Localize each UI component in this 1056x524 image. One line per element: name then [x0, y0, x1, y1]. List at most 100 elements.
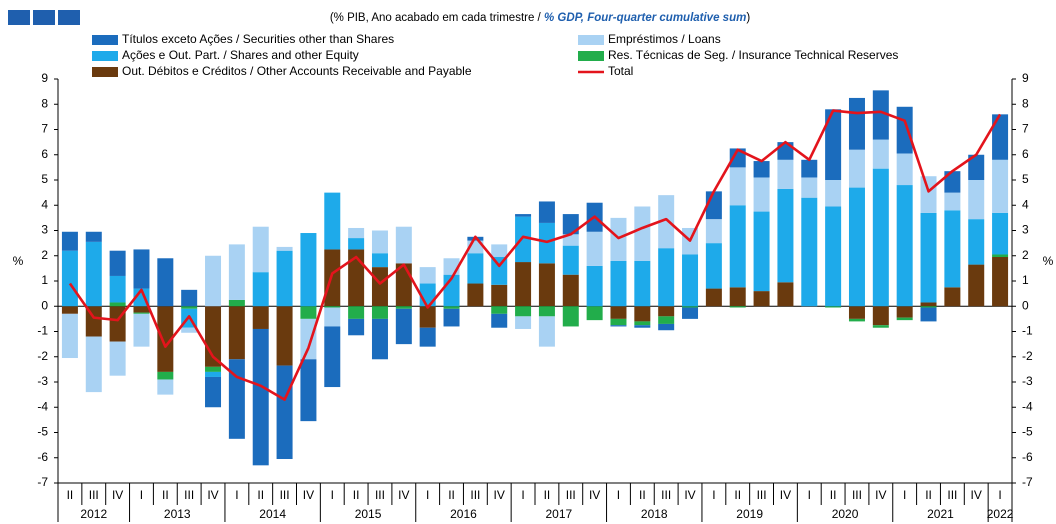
x-tick-label: I: [903, 488, 906, 502]
x-tick-label: IV: [971, 488, 982, 502]
year-label: 2017: [545, 507, 572, 521]
bar-segment: [228, 299, 245, 307]
bar-segment: [562, 245, 579, 275]
bar-segment: [634, 306, 651, 322]
bar-segment: [538, 263, 555, 307]
bar-segment: [825, 306, 842, 308]
bar-segment: [777, 282, 794, 307]
bar-segment: [419, 306, 436, 328]
y2-tick-label: 3: [1022, 223, 1029, 237]
bar-segment: [348, 306, 365, 319]
bar-segment: [705, 219, 722, 244]
bar-segment: [324, 192, 341, 250]
bar-segment: [825, 206, 842, 307]
bar-segment: [371, 230, 388, 254]
total-line: [68, 109, 1002, 401]
bar-segment: [801, 159, 818, 178]
x-tick-label: II: [639, 488, 646, 502]
bar-segment: [538, 201, 555, 223]
bar-segment: [872, 90, 889, 140]
bar-segment: [753, 177, 770, 212]
x-tick-label: IV: [112, 488, 123, 502]
bar-segment: [133, 306, 150, 313]
y-tick-label: -1: [37, 324, 48, 338]
bar-segment: [61, 250, 78, 307]
bar-segment: [181, 289, 198, 307]
y2-tick-label: 0: [1022, 298, 1029, 312]
bar-segment: [944, 192, 961, 211]
bar-segment: [848, 306, 865, 319]
legend-swatch: [578, 51, 604, 61]
x-tick-label: II: [925, 488, 932, 502]
year-label: 2018: [641, 507, 668, 521]
y2-tick-label: 9: [1022, 71, 1029, 85]
bar-segment: [371, 306, 388, 319]
year-label: 2012: [80, 507, 107, 521]
bar-segment: [920, 176, 937, 213]
bar-segment: [181, 306, 198, 309]
x-tick-label: IV: [589, 488, 600, 502]
y2-tick-label: 4: [1022, 197, 1029, 211]
bar-segment: [896, 306, 913, 318]
y-tick-label: 5: [41, 172, 48, 186]
bar-segment: [61, 231, 78, 251]
bar-segment: [491, 244, 508, 258]
bar-segment: [872, 306, 889, 326]
bar-segment: [968, 180, 985, 220]
bar-segment: [896, 106, 913, 154]
bar-segment: [228, 306, 245, 360]
legend-label: Out. Débitos e Créditos / Other Accounts…: [122, 64, 472, 78]
bar-segment: [992, 254, 1009, 258]
x-tick-label: III: [89, 488, 99, 502]
bar-segment: [443, 308, 460, 327]
bar-segment: [872, 139, 889, 169]
bar-segment: [300, 359, 317, 422]
x-tick-label: III: [757, 488, 767, 502]
bar-segment: [658, 248, 675, 307]
x-tick-label: I: [521, 488, 524, 502]
bar-segment: [205, 366, 222, 372]
bar-segment: [658, 323, 675, 331]
y2-tick-label: -1: [1022, 324, 1033, 338]
legend-label: Empréstimos / Loans: [608, 32, 721, 46]
bar-segment: [371, 267, 388, 307]
bar-segment: [729, 167, 746, 206]
y-tick-label: -4: [37, 399, 48, 413]
bar-segment: [729, 287, 746, 307]
x-tick-label: II: [162, 488, 169, 502]
x-tick-label: I: [426, 488, 429, 502]
bar-segment: [181, 327, 198, 333]
bar-segment: [586, 265, 603, 307]
y2-axis-label: %: [1043, 254, 1054, 268]
bar-segment: [324, 306, 341, 308]
bar-segment: [85, 231, 102, 242]
bar-segment: [729, 205, 746, 288]
bar-segment: [371, 318, 388, 360]
x-tick-label: I: [998, 488, 1001, 502]
bar-segment: [848, 149, 865, 188]
y2-tick-label: -5: [1022, 425, 1033, 439]
legend-label: Total: [608, 64, 633, 78]
bar-segment: [753, 211, 770, 292]
bar-segment: [205, 371, 222, 377]
y2-tick-label: -7: [1022, 475, 1033, 489]
subtitle-end: ): [746, 12, 750, 24]
x-tick-label: IV: [494, 488, 505, 502]
bar-segment: [491, 257, 508, 285]
x-tick-label: IV: [398, 488, 409, 502]
bar-segment: [562, 274, 579, 307]
bar-segment: [133, 313, 150, 347]
bar-segment: [348, 227, 365, 239]
bar-segment: [682, 254, 699, 307]
bar-segment: [276, 306, 293, 366]
x-tick-label: III: [184, 488, 194, 502]
x-tick-label: III: [470, 488, 480, 502]
bar-segment: [848, 318, 865, 322]
y-tick-label: -3: [37, 374, 48, 388]
y2-tick-label: -6: [1022, 450, 1033, 464]
y2-tick-label: 6: [1022, 147, 1029, 161]
bar-segment: [205, 255, 222, 307]
y-tick-label: 0: [41, 298, 48, 312]
bar-segment: [157, 379, 174, 395]
bar-segment: [467, 283, 484, 307]
